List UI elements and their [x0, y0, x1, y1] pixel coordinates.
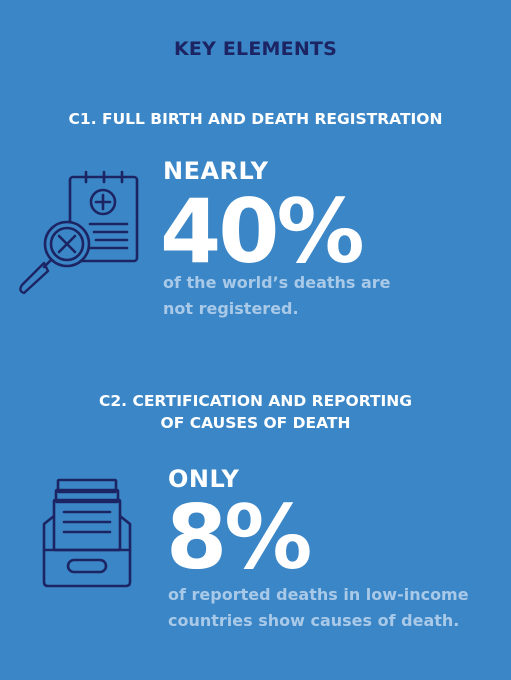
page-title: KEY ELEMENTS — [174, 38, 337, 60]
file-drawer-icon — [42, 478, 132, 588]
document-magnifier-icon — [19, 170, 139, 295]
section2-description-line1: of reported deaths in low-income — [168, 585, 469, 604]
section1-heading: C1. FULL BIRTH AND DEATH REGISTRATION — [68, 110, 443, 128]
section2-heading-line2: OF CAUSES OF DEATH — [160, 414, 351, 432]
section1-lead: NEARLY — [163, 157, 269, 185]
section2-lead: ONLY — [168, 465, 240, 493]
section1-description-line2: not registered. — [163, 299, 299, 318]
section1-stat: 40% — [160, 180, 365, 283]
section2-stat: 8% — [166, 486, 312, 589]
section2-heading-line1: C2. CERTIFICATION AND REPORTING — [99, 392, 412, 410]
section2-description-line2: countries show causes of death. — [168, 611, 460, 630]
section1-description-line1: of the world’s deaths are — [163, 273, 391, 292]
